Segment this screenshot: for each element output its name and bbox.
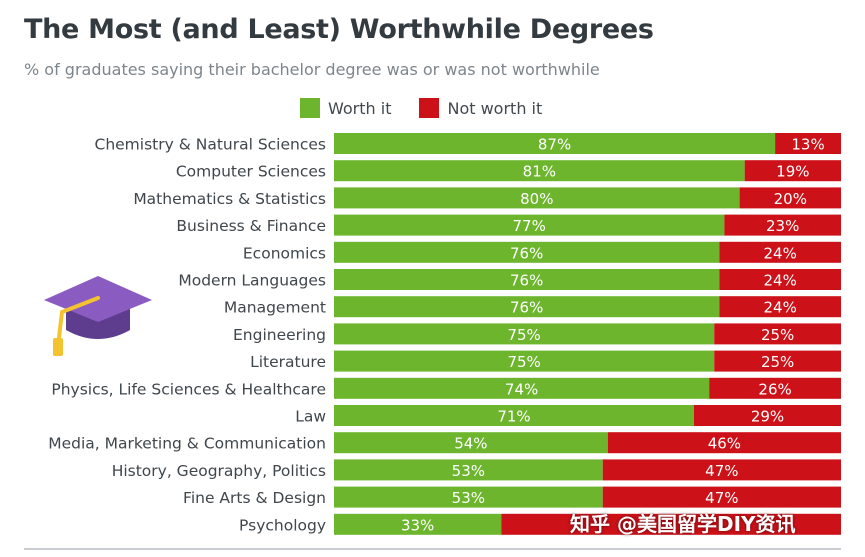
bar-worth xyxy=(334,241,720,263)
value-label-worth: 75% xyxy=(507,326,540,344)
category-label: Media, Marketing & Communication xyxy=(48,435,326,453)
bar-worth xyxy=(334,160,745,182)
bar-not-worth xyxy=(709,377,841,399)
bar-worth xyxy=(334,187,740,209)
bar-not-worth xyxy=(602,486,841,508)
value-label-not-worth: 23% xyxy=(766,217,799,235)
category-label: Law xyxy=(295,408,326,426)
bar-worth xyxy=(334,350,715,372)
value-label-not-worth: 26% xyxy=(758,380,791,398)
category-label: Psychology xyxy=(239,516,326,534)
value-label-worth: 76% xyxy=(510,299,543,317)
value-label-worth: 76% xyxy=(510,244,543,262)
value-label-not-worth: 13% xyxy=(791,136,824,154)
bar-worth xyxy=(334,296,720,318)
bar-worth xyxy=(334,377,710,399)
value-label-worth: 80% xyxy=(520,190,553,208)
bar-worth xyxy=(334,432,608,454)
bar-worth xyxy=(334,459,603,481)
bar-not-worth xyxy=(719,269,841,290)
category-label: Physics, Life Sciences & Healthcare xyxy=(51,380,326,398)
value-label-worth: 71% xyxy=(497,408,530,426)
category-label: Mathematics & Statistics xyxy=(133,190,326,208)
value-label-worth: 74% xyxy=(505,380,538,398)
value-label-worth: 53% xyxy=(452,489,485,507)
bar-not-worth xyxy=(775,133,841,154)
bar-not-worth xyxy=(719,296,841,318)
bar-worth xyxy=(334,214,725,236)
value-label-not-worth: 24% xyxy=(763,244,796,262)
graduation-cap-icon xyxy=(44,276,152,356)
cap-tassel-cord xyxy=(56,296,100,348)
bar-not-worth xyxy=(719,241,841,263)
category-label: Literature xyxy=(250,353,326,371)
chart-legend: Worth it Not worth it xyxy=(300,98,570,118)
bar-not-worth xyxy=(744,160,841,182)
value-label-not-worth: 24% xyxy=(763,299,796,317)
legend-label-worth: Worth it xyxy=(328,98,392,118)
legend-item-not-worth: Not worth it xyxy=(419,98,542,118)
bottom-rule xyxy=(24,548,841,550)
bar-worth xyxy=(334,513,502,535)
value-label-worth: 81% xyxy=(523,163,556,181)
value-label-worth: 76% xyxy=(510,272,543,290)
value-label-not-worth: 46% xyxy=(708,435,741,453)
value-label-not-worth: 20% xyxy=(774,190,807,208)
category-label: Chemistry & Natural Sciences xyxy=(95,136,327,154)
value-label-not-worth: 25% xyxy=(761,326,794,344)
bar-worth xyxy=(334,133,776,154)
category-label: Business & Finance xyxy=(176,217,326,235)
value-label-worth: 54% xyxy=(454,435,487,453)
value-label-worth: 87% xyxy=(538,136,571,154)
value-label-not-worth: 47% xyxy=(705,489,738,507)
category-label: Management xyxy=(224,299,326,317)
value-label-not-worth: 47% xyxy=(705,462,738,480)
bar-not-worth xyxy=(602,459,841,481)
chart-subtitle: % of graduates saying their bachelor deg… xyxy=(24,60,600,79)
value-label-worth: 77% xyxy=(513,217,546,235)
bar-worth xyxy=(334,405,694,426)
value-label-not-worth: 24% xyxy=(763,272,796,290)
category-label: Computer Sciences xyxy=(176,163,326,181)
category-label: Modern Languages xyxy=(178,272,326,290)
value-label-worth: 75% xyxy=(507,353,540,371)
bar-not-worth xyxy=(501,513,841,535)
bar-not-worth xyxy=(714,323,841,345)
bar-not-worth xyxy=(724,214,841,236)
legend-label-not-worth: Not worth it xyxy=(447,98,543,118)
legend-swatch-not-worth xyxy=(419,98,440,118)
category-label: Engineering xyxy=(233,326,326,344)
value-label-not-worth: 25% xyxy=(761,353,794,371)
bar-worth xyxy=(334,323,715,345)
legend-swatch-worth xyxy=(300,98,320,118)
cap-tassel xyxy=(53,338,63,356)
value-label-not-worth: 19% xyxy=(776,163,809,181)
bar-not-worth xyxy=(607,432,841,454)
bar-worth xyxy=(334,269,720,290)
category-label: Fine Arts & Design xyxy=(183,489,326,507)
bar-worth xyxy=(334,486,603,508)
value-label-worth: 53% xyxy=(452,462,485,480)
watermark-text: 知乎 @美国留学DIY资讯 xyxy=(570,512,796,536)
category-label: History, Geography, Politics xyxy=(112,462,326,480)
legend-item-worth: Worth it xyxy=(300,98,391,118)
bar-not-worth xyxy=(739,187,841,209)
bar-not-worth xyxy=(693,405,841,426)
value-label-not-worth: 29% xyxy=(751,408,784,426)
category-label: Economics xyxy=(243,244,326,262)
chart-title: The Most (and Least) Worthwhile Degrees xyxy=(24,14,654,45)
bars-group: Chemistry & Natural Sciences 87% 13% Comput… xyxy=(48,133,841,535)
bar-not-worth xyxy=(714,350,841,372)
value-label-worth: 33% xyxy=(401,516,434,534)
